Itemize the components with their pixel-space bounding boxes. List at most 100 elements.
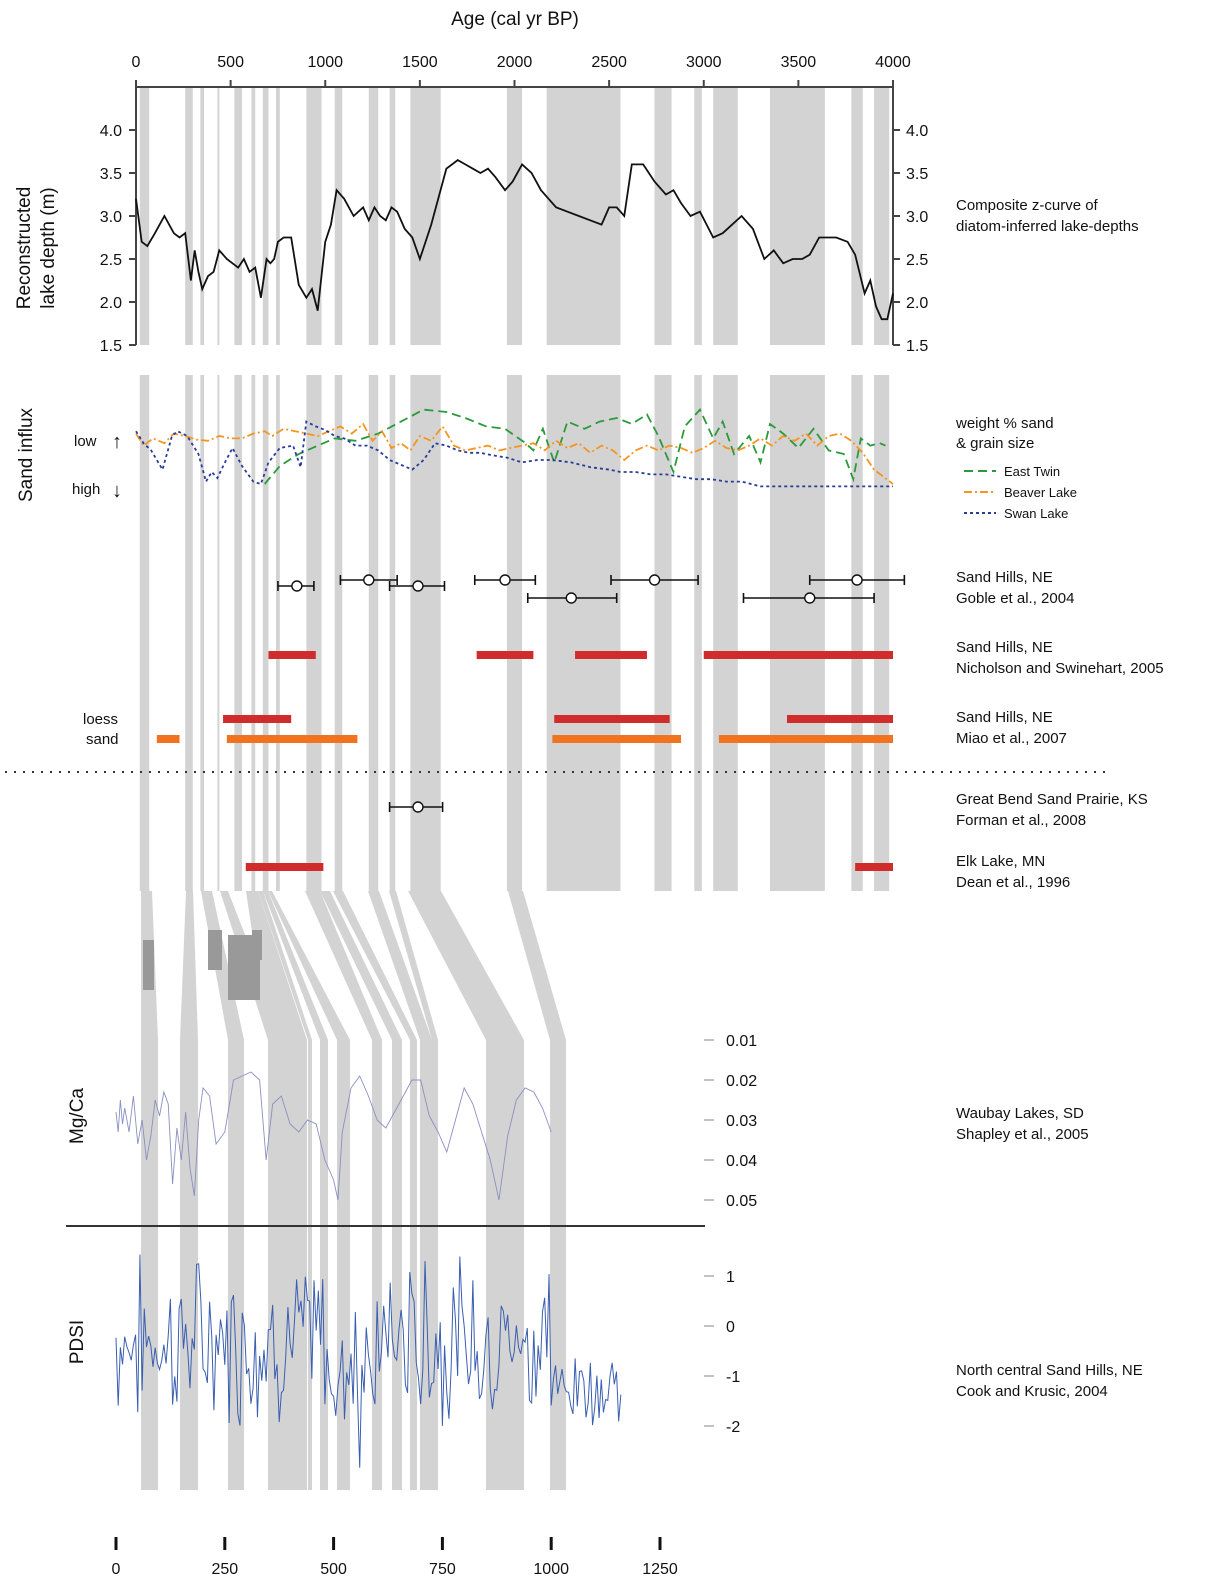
pdsi-tick-label-0: 1 [726,1269,735,1286]
sand-series-0 [264,407,886,485]
top-axis-title: Age (cal yr BP) [451,9,579,30]
lake-right-tick-label-1: 3.5 [906,166,928,183]
goble-point-5 [648,574,661,586]
nicholson-bar-2 [575,651,647,659]
goble-point-3 [499,574,511,586]
bottom-tick-label-4: 1000 [533,1561,569,1578]
forman-point [412,801,424,813]
band-lower-4 [234,375,242,891]
band-bottom-15 [550,1040,566,1490]
band-upper-3 [217,87,220,345]
band-bottom-5 [300,1040,307,1490]
lake-right-tick-label-4: 2.0 [906,295,928,312]
connector-15 [508,891,566,1040]
goble-point-4 [565,592,577,604]
band-upper-18 [769,87,825,345]
bottom-tick-label-2: 500 [320,1561,347,1578]
band-bottom-6 [308,1040,312,1490]
pdsi-tick-label-3: -2 [726,1419,740,1436]
band-bottom-14 [486,1040,524,1490]
band-upper-15 [654,87,672,345]
band-upper-2 [200,87,205,345]
nicholson-bar-0 [268,651,316,659]
band-lower-13 [506,375,523,891]
mgca-tick-label-0: 0.01 [726,1033,757,1050]
lake-right-tick-label-3: 2.5 [906,252,928,269]
top-tick-label-3: 1500 [402,54,438,71]
connector-13 [389,891,438,1040]
connector-1 [180,891,198,1040]
lake-left-tick-label-0: 4.0 [100,123,122,140]
sand-influx-ylabel: Sand influx [16,408,37,503]
top-tick-label-0: 0 [132,54,141,71]
band-lower-1 [185,375,193,891]
sand-high-label: high [72,481,100,498]
band-upper-4 [234,87,242,345]
mgca-curve [115,1071,552,1201]
band-lower-17 [713,375,738,891]
connector-2 [201,891,244,1040]
connector-14 [408,891,524,1040]
lake-left-tick-label-5: 1.5 [100,338,122,355]
miao-label-line1: Sand Hills, NE [956,709,1053,726]
nicholson-label-line2: Nicholson and Swinehart, 2005 [956,660,1164,677]
band-lower-5 [251,375,256,891]
band-lower-9 [334,375,343,891]
miao-label-line2: Miao et al., 2007 [956,730,1067,747]
lake-depth-ylabel-line1: Reconstructed [14,187,35,310]
mgca-tick-label-2: 0.03 [726,1113,757,1130]
connector-9 [305,891,382,1040]
band-upper-20 [874,87,890,345]
connector-5 [252,891,307,1040]
overlap-1 [208,930,222,970]
mgca-ylabel: Mg/Ca [67,1088,88,1144]
band-bottom-2 [228,1040,244,1490]
pdsi-tick-label-2: -1 [726,1369,740,1386]
band-lower-6 [262,375,269,891]
sand-series-1 [135,422,894,485]
lake-right-tick-label-5: 1.5 [906,338,928,355]
goble-label-line1: Sand Hills, NE [956,569,1053,586]
band-lower-12 [410,375,441,891]
sand-series-2 [135,420,893,488]
band-lower-15 [654,375,672,891]
band-bottom-10 [392,1040,402,1490]
band-bottom-1 [180,1040,198,1490]
pdsi-ylabel: PDSI [67,1320,88,1364]
band-upper-0 [139,87,150,345]
dean-bar-0 [245,863,324,871]
legend-label-0: East Twin [1004,464,1060,479]
lake-left-tick-label-1: 3.5 [100,166,122,183]
band-lower-8 [306,375,322,891]
lake-depth-label-line1: Composite z-curve of [956,197,1099,214]
miao-sand-label: sand [86,731,119,748]
mgca-tick-label-1: 0.02 [726,1073,757,1090]
up-arrow-icon: ↑ [112,431,122,453]
goble-point-6 [851,574,863,586]
lake-right-tick-label-2: 3.0 [906,209,928,226]
top-tick-label-4: 2000 [497,54,533,71]
band-bottom-0 [141,1040,158,1490]
miao-loess-bar-0 [223,715,292,723]
nicholson-label-line1: Sand Hills, NE [956,639,1053,656]
nicholson-bar-1 [476,651,534,659]
connector-6 [258,891,312,1040]
shaded-bands [139,87,890,891]
band-upper-13 [506,87,523,345]
mgca-tick-label-3: 0.04 [726,1153,757,1170]
top-tick-label-8: 4000 [875,54,911,71]
band-upper-11 [389,87,396,345]
overlap-0 [143,940,154,990]
miao-sand-bar-2 [552,735,682,743]
band-bottom-13 [432,1040,438,1490]
down-arrow-icon: ↓ [112,480,122,502]
forman-label-line1: Great Bend Sand Prairie, KS [956,791,1148,808]
bottom-tick-label-0: 0 [112,1561,121,1578]
band-lower-2 [200,375,205,891]
lake-right-tick-label-0: 4.0 [906,123,928,140]
miao-sand-bar-1 [226,735,358,743]
bottom-tick-label-3: 750 [429,1561,456,1578]
sand-legend-title-line2: & grain size [956,435,1034,452]
